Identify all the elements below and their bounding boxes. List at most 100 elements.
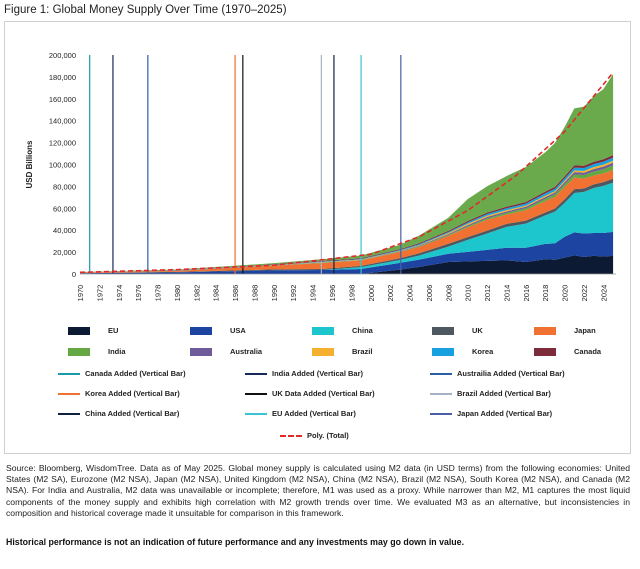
trendline-poly-total bbox=[79, 72, 614, 274]
y-tick-label: 0 bbox=[72, 270, 76, 279]
legend-swatch bbox=[68, 326, 90, 335]
legend-row-lines-2: Korea Added (Vertical Bar) UK Data Added … bbox=[58, 389, 618, 401]
x-tick-label: 1996 bbox=[328, 285, 337, 302]
y-tick-label: 160,000 bbox=[49, 95, 76, 104]
legend-item-area: Brazil bbox=[312, 347, 372, 356]
area-china bbox=[80, 182, 614, 274]
legend-label: EU Added (Vertical Bar) bbox=[272, 409, 356, 418]
x-tick-label: 1978 bbox=[154, 285, 163, 302]
legend-item-line: Brazil Added (Vertical Bar) bbox=[430, 389, 551, 398]
legend-swatch bbox=[245, 392, 267, 395]
legend-swatch bbox=[280, 434, 302, 437]
legend-item-area: Korea bbox=[432, 347, 493, 356]
x-tick-label: 2016 bbox=[522, 285, 531, 302]
legend-swatch bbox=[245, 412, 267, 415]
x-tick-label: 2014 bbox=[502, 285, 511, 302]
legend-label: Austrailia Added (Vertical Bar) bbox=[457, 369, 565, 378]
x-tick-label: 2006 bbox=[425, 285, 434, 302]
x-tick-label: 1988 bbox=[250, 285, 259, 302]
legend-item-line: Korea Added (Vertical Bar) bbox=[58, 389, 180, 398]
x-tick-label: 1976 bbox=[134, 285, 143, 302]
x-tick-label: 2002 bbox=[386, 285, 395, 302]
legend-swatch bbox=[190, 347, 212, 356]
x-tick-label: 2012 bbox=[483, 285, 492, 302]
legend-swatch bbox=[58, 412, 80, 415]
chart-frame bbox=[4, 21, 631, 454]
legend-row-areas-2: India Australia Brazil Korea Canada bbox=[58, 347, 618, 359]
legend-swatch bbox=[430, 392, 452, 395]
x-tick-label: 1994 bbox=[309, 285, 318, 302]
legend-item-line: Canada Added (Vertical Bar) bbox=[58, 369, 186, 378]
legend-label: Korea bbox=[472, 347, 494, 356]
x-tick-label: 1970 bbox=[76, 285, 85, 302]
legend-swatch bbox=[432, 347, 454, 356]
legend-label: Japan Added (Vertical Bar) bbox=[457, 409, 553, 418]
legend-label: Poly. (Total) bbox=[307, 431, 349, 440]
legend-item-line: Austrailia Added (Vertical Bar) bbox=[430, 369, 565, 378]
area-usa bbox=[80, 231, 614, 274]
area-japan bbox=[80, 169, 614, 274]
area-eu bbox=[80, 255, 614, 274]
x-tick-label: 2018 bbox=[541, 285, 550, 302]
legend-swatch bbox=[534, 347, 556, 356]
x-tick-label: 1972 bbox=[95, 285, 104, 302]
figure-title: Figure 1: Global Money Supply Over Time … bbox=[4, 4, 287, 16]
legend-item-line: UK Data Added (Vertical Bar) bbox=[245, 389, 375, 398]
x-tick-label: 1986 bbox=[231, 285, 240, 302]
y-tick-label: 100,000 bbox=[49, 161, 76, 170]
legend-swatch bbox=[68, 347, 90, 356]
legend-swatch bbox=[432, 326, 454, 335]
area-uk bbox=[80, 178, 614, 274]
money-supply-chart: 0 20,000 40,000 60,000 80,000 100,000 120,000 1… bbox=[25, 51, 616, 302]
area-series-group bbox=[80, 74, 614, 274]
legend-swatch bbox=[430, 372, 452, 375]
legend-label: Japan bbox=[574, 326, 596, 335]
legend-label: Canada Added (Vertical Bar) bbox=[85, 369, 186, 378]
x-tick-label: 2000 bbox=[367, 285, 376, 302]
legend-row-lines-3: China Added (Vertical Bar) EU Added (Vert… bbox=[58, 409, 618, 421]
x-tick-label: 2020 bbox=[561, 285, 570, 302]
y-axis-label: USD Billions bbox=[25, 140, 34, 189]
legend-item-trend: Poly. (Total) bbox=[280, 431, 349, 440]
x-tick-label: 1998 bbox=[347, 285, 356, 302]
x-tick-label: 1982 bbox=[192, 285, 201, 302]
legend-swatch bbox=[190, 326, 212, 335]
legend-row-areas-1: EU USA China UK Japan bbox=[58, 326, 618, 338]
x-tick-label: 2024 bbox=[599, 285, 608, 302]
disclaimer: Historical performance is not an indicat… bbox=[6, 537, 465, 547]
legend-item-area: USA bbox=[190, 326, 246, 335]
legend-item-line: EU Added (Vertical Bar) bbox=[245, 409, 356, 418]
legend-label: UK Data Added (Vertical Bar) bbox=[272, 389, 375, 398]
legend-swatch bbox=[312, 347, 334, 356]
legend-swatch bbox=[58, 372, 80, 375]
y-tick-label: 20,000 bbox=[53, 248, 76, 257]
y-tick-label: 40,000 bbox=[53, 226, 76, 235]
trendline-group bbox=[79, 72, 614, 274]
legend-label: China Added (Vertical Bar) bbox=[85, 409, 180, 418]
legend-swatch bbox=[430, 412, 452, 415]
x-tick-label: 2010 bbox=[464, 285, 473, 302]
y-tick-label: 140,000 bbox=[49, 117, 76, 126]
legend-label: Australia bbox=[230, 347, 263, 356]
x-tick-label: 1974 bbox=[115, 285, 124, 302]
legend-label: USA bbox=[230, 326, 246, 335]
legend-label: EU bbox=[108, 326, 119, 335]
legend-item-line: China Added (Vertical Bar) bbox=[58, 409, 179, 418]
x-tick-label: 1990 bbox=[270, 285, 279, 302]
y-tick-label: 80,000 bbox=[53, 182, 76, 191]
legend-item-area: Japan bbox=[534, 326, 596, 335]
legend-label: China bbox=[352, 326, 373, 335]
legend-row-lines-1: Canada Added (Vertical Bar) India Added (… bbox=[58, 369, 618, 381]
source-note: Source: Bloomberg, WisdomTree. Data as o… bbox=[6, 463, 630, 518]
legend-swatch bbox=[534, 326, 556, 335]
x-tick-label: 1984 bbox=[212, 285, 221, 302]
legend-label: Canada bbox=[574, 347, 602, 356]
vertical-bars-group bbox=[89, 55, 402, 274]
y-tick-label: 120,000 bbox=[49, 139, 76, 148]
legend-label: UK bbox=[472, 326, 483, 335]
legend-swatch bbox=[58, 392, 80, 395]
legend-label: Brazil Added (Vertical Bar) bbox=[457, 389, 551, 398]
legend-item-line: Japan Added (Vertical Bar) bbox=[430, 409, 552, 418]
y-tick-label: 200,000 bbox=[49, 51, 76, 60]
legend-label: India Added (Vertical Bar) bbox=[272, 369, 363, 378]
